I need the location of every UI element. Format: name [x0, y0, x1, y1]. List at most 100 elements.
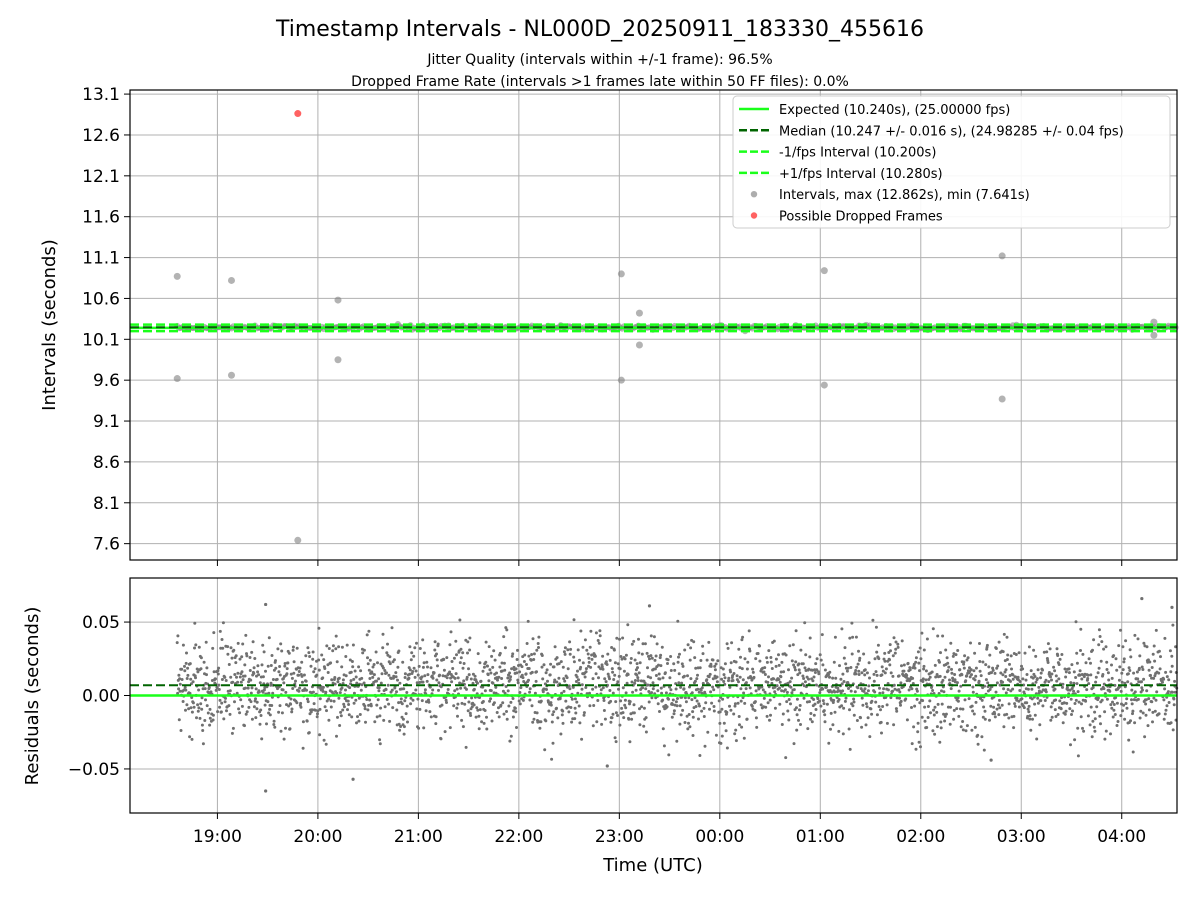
residual-point: [528, 687, 532, 691]
residual-point: [936, 634, 940, 638]
interval-outlier-point: [173, 272, 181, 280]
residual-point: [177, 673, 181, 677]
residual-point: [243, 663, 247, 667]
residual-point: [485, 715, 488, 719]
residual-point: [1045, 650, 1049, 654]
residual-point: [551, 741, 555, 745]
top-y-tick-label: 9.1: [93, 412, 120, 432]
residual-point: [366, 662, 370, 666]
residual-point: [1153, 709, 1157, 713]
residual-point: [374, 650, 378, 654]
residual-point: [458, 661, 462, 665]
residual-point: [1154, 698, 1158, 702]
residual-point: [821, 699, 825, 703]
residual-point: [1169, 670, 1173, 674]
residual-point: [219, 710, 223, 714]
residual-point: [998, 698, 1001, 702]
residual-point: [411, 670, 415, 673]
residual-point: [1012, 726, 1016, 730]
residual-point: [809, 717, 812, 721]
residual-point: [345, 643, 349, 647]
residual-point: [1034, 680, 1038, 684]
residual-point: [626, 623, 630, 627]
residual-point: [1092, 725, 1096, 729]
residual-point: [839, 677, 843, 681]
residual-point: [212, 631, 216, 635]
interval-outlier-point: [227, 276, 235, 284]
residual-point: [1100, 640, 1104, 644]
residual-point: [1037, 685, 1041, 689]
residual-point: [1122, 703, 1126, 707]
residual-point: [601, 667, 605, 671]
residual-point: [353, 669, 357, 673]
residual-point: [965, 724, 969, 728]
residual-point: [357, 719, 361, 723]
residual-point: [856, 662, 860, 666]
residual-point: [508, 678, 512, 681]
residual-point: [460, 718, 464, 722]
residual-point: [1167, 701, 1171, 704]
top-y-tick-label: 11.6: [82, 208, 120, 228]
residual-point: [1046, 642, 1050, 646]
residual-point: [523, 681, 527, 685]
residual-point: [945, 656, 949, 660]
residual-point: [344, 688, 347, 692]
residual-point: [257, 690, 261, 694]
residual-point: [1010, 667, 1013, 671]
residual-point: [245, 652, 248, 656]
residual-point: [874, 670, 878, 674]
residual-point: [342, 705, 346, 709]
residual-point: [1044, 690, 1048, 694]
residual-point: [735, 674, 739, 678]
residual-point: [820, 633, 824, 637]
residual-point: [1151, 710, 1155, 714]
residual-point: [524, 672, 528, 676]
residual-point: [318, 733, 322, 737]
residual-point: [932, 708, 936, 712]
residual-point: [218, 629, 222, 633]
residual-point: [572, 618, 576, 622]
residual-point: [1016, 675, 1020, 679]
residual-point: [667, 753, 671, 757]
residual-point: [949, 705, 952, 709]
residual-point: [774, 657, 778, 661]
residual-point: [632, 703, 636, 707]
residual-point: [988, 653, 992, 657]
residual-point: [224, 696, 227, 700]
residual-point: [549, 703, 553, 707]
residual-point: [267, 636, 271, 640]
residual-point: [917, 740, 921, 744]
residual-point: [1021, 677, 1025, 681]
x-tick-label: 20:00: [293, 827, 342, 847]
residual-extreme-point: [264, 789, 268, 793]
residual-point: [1078, 669, 1082, 673]
residual-point: [646, 683, 650, 687]
residual-point: [362, 648, 366, 652]
residual-point: [731, 679, 735, 682]
residual-point: [498, 665, 502, 669]
interval-outlier-point: [294, 536, 302, 544]
residual-point: [267, 691, 271, 695]
residual-point: [843, 646, 847, 650]
residual-point: [197, 688, 201, 692]
residual-point: [397, 649, 401, 653]
residual-point: [555, 706, 558, 710]
residual-point: [794, 660, 798, 664]
residual-point: [562, 650, 566, 654]
residual-point: [636, 666, 639, 670]
residual-point: [364, 720, 367, 724]
residual-point: [1090, 735, 1094, 739]
residual-point: [418, 707, 422, 711]
residual-point: [405, 704, 409, 708]
residual-point: [678, 704, 682, 708]
residual-point: [578, 721, 582, 725]
residual-point: [1115, 668, 1119, 672]
residual-point: [622, 716, 626, 720]
residual-point: [788, 644, 792, 648]
residual-point: [407, 676, 411, 680]
residual-point: [914, 747, 918, 751]
residual-point: [666, 662, 669, 665]
residual-point: [1096, 671, 1100, 675]
residual-point: [686, 674, 689, 678]
residual-point: [413, 646, 417, 650]
